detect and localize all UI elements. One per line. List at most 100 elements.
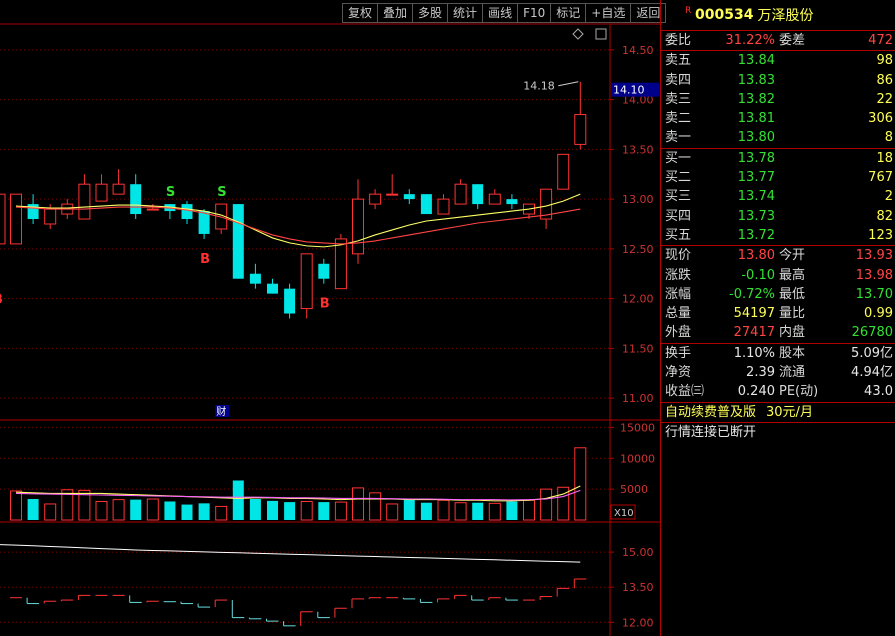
level-price: 13.72 [737, 227, 775, 243]
buys-row: 买三 13.74 2 [661, 187, 895, 206]
promo-price[interactable]: 30元/月 [766, 404, 813, 420]
volume-bar-down [249, 499, 261, 520]
quote-label-2: 内盘 [779, 325, 806, 341]
volume-bar-down [284, 502, 296, 520]
candle-body-up [454, 183, 467, 205]
toolbar-button-5[interactable]: F10 [517, 3, 552, 23]
fund-label: 收益㈢ [665, 384, 705, 400]
quote-label: 涨跌 [665, 267, 692, 283]
fund-label-2: 股本 [779, 345, 806, 361]
sell-marker: S [166, 185, 175, 200]
volume-bar-up [61, 489, 74, 521]
level-label: 卖二 [665, 111, 692, 127]
volume-bar-up [146, 498, 159, 521]
fund-row: 净资 2.39 流通 4.94亿 [661, 363, 895, 382]
promo-row[interactable]: 自动续费普及版 30元/月 [661, 401, 895, 422]
toolbar-button-3[interactable]: 统计 [447, 3, 484, 23]
candle-body-up [334, 238, 347, 290]
quote-value: 13.80 [737, 248, 775, 264]
buy-marker: B [320, 297, 330, 312]
fund-value: 2.39 [746, 365, 775, 381]
quote-panel: R 000534 万泽股份 委比 31.22% 委差 472 卖五 13.84 … [660, 0, 895, 636]
candle-body-up [44, 208, 57, 225]
candle-body-down [420, 194, 432, 215]
sells-row: 卖三 13.82 22 [661, 90, 895, 109]
quote-label-2: 最高 [779, 267, 806, 283]
toolbar-button-4[interactable]: 画线 [482, 3, 519, 23]
current-price-label: 14.10 [613, 84, 645, 97]
volume-bar-down [403, 499, 415, 520]
level-price: 13.73 [737, 208, 775, 224]
ma-short-line [15, 193, 581, 248]
quote-value: 27417 [733, 325, 775, 341]
buys-row: 买五 13.72 123 [661, 226, 895, 245]
toolbar-button-2[interactable]: 多股 [412, 3, 449, 23]
kline-chart[interactable]: 14.50 14.00 13.50 13.00 12.50 12.00 11.50 11.00… [0, 0, 660, 636]
volume-bar-down [506, 501, 518, 520]
fund-value-2: 4.94亿 [851, 365, 893, 381]
volume-bar-up [523, 499, 535, 521]
lower-tick-label: 15.00 [622, 546, 654, 559]
level-volume: 8 [884, 130, 893, 146]
volume-bar-down [198, 503, 210, 520]
weibi-value: 31.22% [725, 33, 775, 48]
volume-bar-up [488, 502, 501, 521]
main-tick-label: 13.50 [622, 143, 654, 156]
quote-value-2: 13.70 [855, 286, 893, 302]
level-volume: 98 [876, 53, 893, 69]
level-label: 卖一 [665, 130, 692, 146]
fin-marker-box [215, 405, 230, 417]
level-label: 买三 [665, 189, 692, 205]
candle-body-down [506, 199, 518, 205]
fund-row: 换手 1.10% 股本 5.09亿 [661, 344, 895, 363]
candle-body-up [352, 198, 364, 255]
volume-bar-up [44, 503, 57, 521]
volume-unit-box [610, 504, 636, 520]
level-price: 13.78 [737, 150, 775, 166]
lower-tick-label: 12.00 [622, 616, 654, 629]
stock-code: 000534 [695, 7, 754, 23]
quote-row: 涨幅 -0.72% 最低 13.70 [661, 285, 895, 304]
level-price: 13.77 [737, 170, 775, 186]
quote-label: 总量 [665, 306, 692, 322]
volume-bar-down [27, 499, 39, 520]
lower-tick-label: 13.50 [622, 581, 654, 594]
quote-row: 总量 54197 量比 0.99 [661, 304, 895, 323]
lower-white-line [0, 544, 581, 563]
candle-body-up [95, 183, 108, 202]
diamond-icon [572, 28, 584, 40]
volume-bar-up [386, 503, 399, 521]
volume-bar-up [369, 492, 382, 521]
fund-value: 1.10% [733, 345, 775, 361]
quote-label-2: 最低 [779, 286, 806, 302]
weicha-value: 472 [868, 33, 893, 48]
level-label: 买四 [665, 208, 692, 224]
toolbar-button-6[interactable]: 标记 [550, 3, 587, 23]
level-price: 13.74 [737, 189, 775, 205]
chart-toolbar: 复权 叠加 多股 统计 画线 F10 标记 +自选 返回 [342, 3, 667, 23]
volume-bar-up [574, 447, 587, 521]
connection-status: 行情连接已断开 [665, 424, 757, 440]
toolbar-button-7[interactable]: +自选 [585, 3, 632, 23]
level-volume: 2 [884, 189, 893, 205]
volume-bar-up [78, 489, 91, 521]
main-tick-label: 11.50 [622, 342, 654, 355]
toolbar-button-1[interactable]: 叠加 [377, 3, 414, 23]
volume-ma2-line [15, 489, 581, 501]
fund-label-2: 流通 [779, 365, 806, 381]
quote-label-2: 今开 [779, 248, 806, 264]
toolbar-button-0[interactable]: 复权 [342, 3, 379, 23]
buy-marker: B [200, 252, 210, 267]
toolbar-button-8[interactable]: 返回 [630, 3, 667, 23]
level-price: 13.84 [737, 53, 775, 69]
volume-bar-up [334, 501, 347, 521]
fund-label-2: PE(动) [779, 384, 819, 400]
fund-value-2: 5.09亿 [851, 345, 893, 361]
main-tick-label: 12.50 [622, 243, 654, 256]
candle-body-down [198, 211, 210, 234]
quote-value-2: 13.93 [855, 248, 893, 264]
volume-bar-up [10, 490, 22, 521]
promo-text[interactable]: 自动续费普及版 [665, 404, 757, 420]
volume-bar-up [557, 486, 570, 521]
level-label: 买一 [665, 150, 692, 166]
